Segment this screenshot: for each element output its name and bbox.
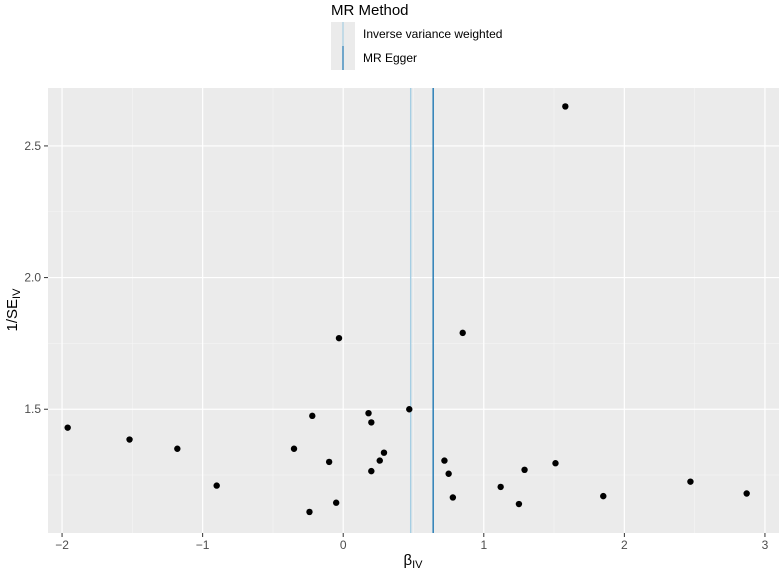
legend-title: MR Method bbox=[331, 2, 409, 19]
data-point bbox=[459, 329, 466, 337]
data-point bbox=[445, 470, 452, 477]
x-axis-title: βIV bbox=[403, 552, 423, 571]
y-axis-ticks: 1.5 2.0 2.5 bbox=[24, 139, 48, 416]
data-point bbox=[332, 499, 340, 506]
y-axis-title: 1/SEIV bbox=[4, 288, 23, 332]
data-point bbox=[600, 492, 607, 500]
y-tick-label: 2.5 bbox=[24, 139, 41, 153]
y-tick-label: 2.0 bbox=[24, 271, 41, 285]
legend-label-egger: MR Egger bbox=[363, 51, 417, 65]
data-point bbox=[515, 500, 523, 508]
data-point bbox=[368, 467, 375, 475]
x-tick-label: −1 bbox=[196, 538, 210, 552]
data-point bbox=[174, 445, 181, 452]
y-axis-title-main: 1/SE bbox=[4, 299, 21, 332]
data-point bbox=[497, 483, 504, 491]
y-tick-label: 1.5 bbox=[24, 402, 41, 416]
data-point bbox=[449, 494, 457, 501]
x-axis-ticks: −2 −1 0 1 2 3 bbox=[55, 533, 769, 552]
x-axis-title-subscript: IV bbox=[412, 559, 423, 571]
data-point bbox=[290, 445, 298, 452]
x-tick-label: −2 bbox=[55, 538, 69, 552]
data-point bbox=[521, 466, 528, 474]
data-point bbox=[306, 508, 313, 516]
data-point bbox=[687, 478, 694, 485]
data-point bbox=[213, 482, 220, 489]
x-tick-label: 0 bbox=[340, 538, 347, 552]
data-point bbox=[406, 406, 413, 413]
data-point bbox=[309, 412, 316, 420]
minor-gridlines bbox=[48, 88, 779, 533]
method-lines bbox=[409, 88, 434, 533]
data-point bbox=[743, 490, 750, 497]
data-point bbox=[325, 458, 333, 466]
x-tick-label: 2 bbox=[621, 538, 628, 552]
data-point bbox=[335, 334, 343, 342]
x-tick-label: 3 bbox=[762, 538, 769, 552]
data-point bbox=[380, 449, 388, 456]
data-point bbox=[368, 419, 375, 426]
data-point bbox=[441, 457, 448, 464]
data-point bbox=[376, 457, 383, 464]
x-axis-title-main: β bbox=[403, 552, 412, 569]
data-point bbox=[365, 409, 372, 417]
data-point bbox=[552, 460, 559, 467]
data-point bbox=[64, 424, 71, 431]
x-tick-label: 1 bbox=[480, 538, 487, 552]
y-axis-title-subscript: IV bbox=[11, 288, 23, 299]
legend-label-ivw: Inverse variance weighted bbox=[363, 27, 502, 41]
major-gridlines bbox=[48, 88, 779, 533]
data-points bbox=[64, 103, 750, 516]
data-point bbox=[126, 436, 133, 443]
data-point bbox=[562, 103, 569, 110]
legend: MR Method Inverse variance weighted MR E… bbox=[331, 2, 502, 70]
